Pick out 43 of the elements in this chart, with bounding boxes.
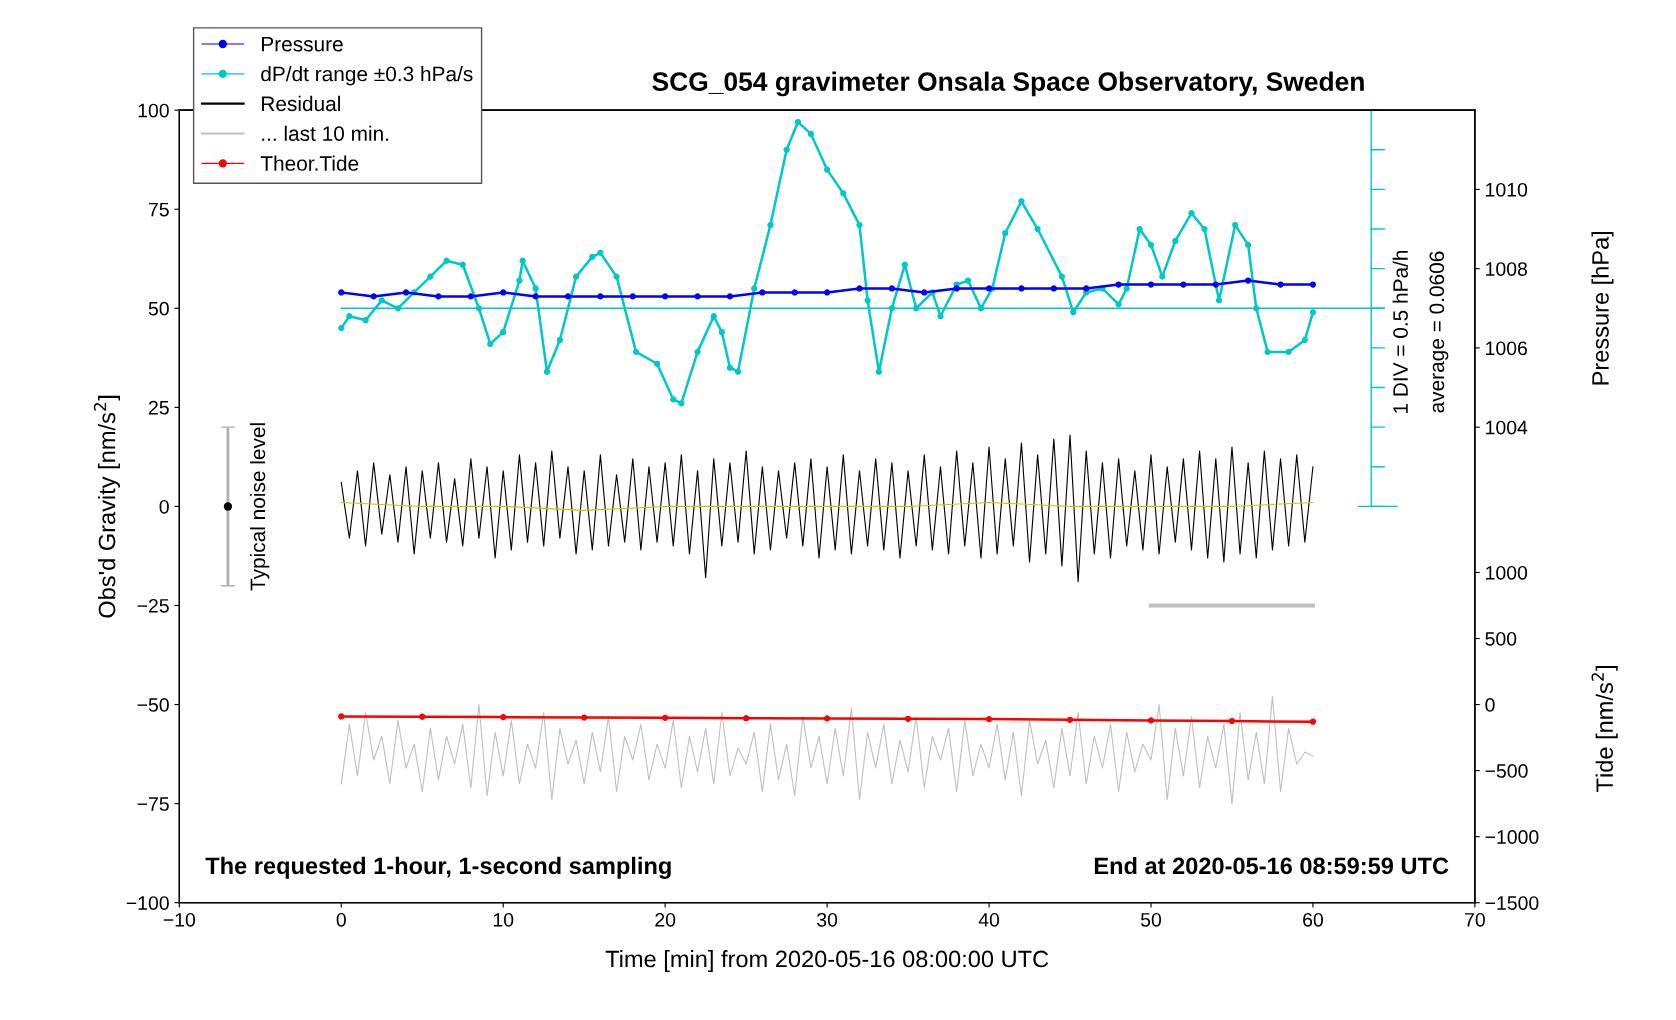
y-tick-label: −50 (137, 698, 169, 712)
annotation: average = 0.0606 (1429, 251, 1449, 413)
annotation: 1 DIV = 0.5 hPa/h (1392, 250, 1408, 413)
legend-label: Pressure (262, 36, 343, 52)
y2-axis-title: Pressure [hPa] (1591, 231, 1614, 385)
legend-label: Theor.Tide (260, 155, 359, 171)
y-tick-label: 75 (148, 202, 169, 217)
x-tick-label: 30 (817, 912, 838, 927)
y-tick-label: 25 (148, 400, 169, 415)
x-tick-label: 70 (1465, 912, 1485, 927)
chart-title: SCG_054 gravimeter Onsala Space Observatory, Sweden (652, 71, 1364, 97)
x-tick-label: 0 (336, 912, 346, 927)
y2-tick-label: 1004 (1486, 420, 1528, 435)
y3-tick-label: −500 (1485, 764, 1528, 778)
y3-tick-label: 500 (1485, 631, 1517, 646)
y-tick-label: 100 (138, 103, 169, 118)
y-tick-label: −100 (126, 896, 169, 910)
y3-axis-title: Tide [nm/s$^{2}$] (1591, 665, 1618, 792)
legend-label: ... last 10 min. (262, 125, 389, 141)
y-tick-label: −75 (137, 797, 169, 811)
y2-tick-label: 1008 (1486, 262, 1528, 276)
legend-label: Residual (262, 95, 340, 112)
x-tick-label: 50 (1140, 912, 1162, 927)
y2-tick-label: 1006 (1486, 341, 1527, 356)
y-axis-title: Obs'd Gravity [nm/s$^{2}$] (93, 395, 121, 618)
y2-tick-label: 1010 (1486, 182, 1528, 197)
y-tick-label: −25 (137, 598, 169, 613)
x-tick-label: 10 (493, 912, 514, 927)
annotation: Typical noise level (249, 423, 270, 591)
y-tick-label: 50 (148, 301, 169, 316)
y-tick-label: 0 (159, 499, 169, 514)
x-tick-label: 20 (655, 912, 676, 927)
y3-tick-label: −1500 (1485, 896, 1539, 910)
x-tick-label: 60 (1303, 912, 1323, 927)
annotation: The requested 1-hour, 1-second sampling (205, 856, 671, 879)
x-tick-label: −10 (163, 912, 196, 927)
x-axis-title: Time [min] from 2020-05-16 08:00:00 UTC (605, 949, 1049, 972)
y3-tick-label: 0 (1485, 698, 1495, 712)
legend-label: dP/dt range ±0.3 hPa/s (261, 66, 473, 86)
annotation: End at 2020-05-16 08:59:59 UTC (1094, 856, 1449, 875)
x-tick-label: 40 (978, 912, 1000, 927)
y3-tick-label: 1000 (1486, 565, 1528, 580)
y3-tick-label: −1000 (1485, 830, 1539, 844)
